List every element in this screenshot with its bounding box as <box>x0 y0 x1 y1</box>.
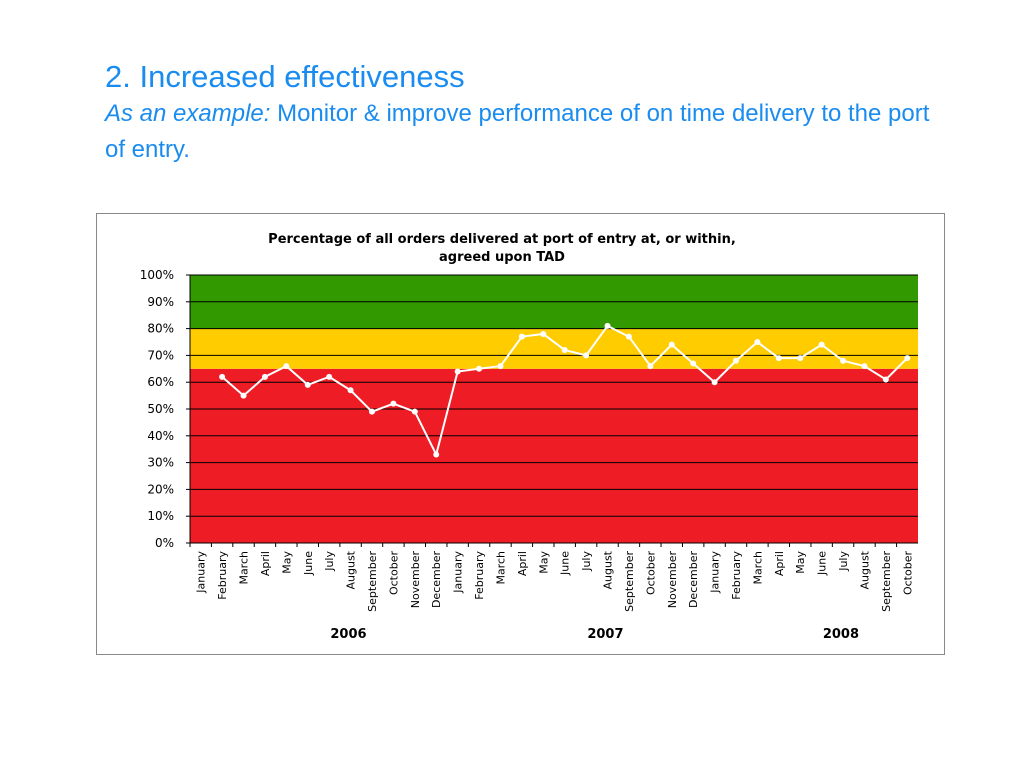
x-tick-label: May <box>794 551 807 574</box>
point <box>454 368 461 375</box>
x-tick-label: October <box>901 551 914 595</box>
y-tick-label: 50% <box>147 402 174 416</box>
point <box>861 363 868 370</box>
point <box>733 357 739 364</box>
x-tick-label: March <box>751 551 764 585</box>
chart-title: agreed upon TAD <box>439 250 565 265</box>
point <box>476 365 483 372</box>
y-tick-label: 30% <box>147 456 174 470</box>
x-tick-label: December <box>430 551 443 609</box>
y-tick-label: 90% <box>147 295 174 309</box>
chart-title: Percentage of all orders delivered at po… <box>268 232 736 247</box>
x-tick-label: December <box>687 551 700 609</box>
x-tick-label: April <box>259 551 272 576</box>
point <box>304 381 311 388</box>
x-tick-label: June <box>302 551 315 576</box>
point <box>283 363 290 370</box>
x-tick-label: May <box>280 551 293 574</box>
year-label: 2007 <box>587 627 623 642</box>
subtitle: Monitor & improve performance of on time… <box>105 100 930 163</box>
x-tick-label: February <box>730 551 743 600</box>
zone <box>190 328 918 369</box>
point <box>497 363 504 370</box>
zone <box>190 368 918 543</box>
point <box>561 347 568 354</box>
x-tick-label: July <box>580 551 593 572</box>
point <box>775 355 782 362</box>
x-tick-label: August <box>858 550 871 589</box>
x-tick-label: April <box>516 551 529 576</box>
x-tick-label: April <box>773 551 786 576</box>
x-tick-label: March <box>238 551 251 585</box>
heading-block: 2. Increased effectiveness As an example… <box>105 58 935 168</box>
point <box>647 363 654 370</box>
point <box>219 373 226 380</box>
year-label: 2008 <box>823 627 859 642</box>
y-tick-label: 100% <box>140 268 174 282</box>
x-tick-label: February <box>473 551 486 600</box>
point <box>840 357 847 364</box>
x-tick-label: July <box>323 551 336 572</box>
point <box>518 333 525 340</box>
x-tick-label: August <box>345 550 358 589</box>
subtitle-block: As an example: Monitor & improve perform… <box>105 96 935 168</box>
point <box>433 451 440 458</box>
point <box>369 408 375 415</box>
heading: 2. Increased effectiveness <box>105 59 465 94</box>
point <box>711 379 718 386</box>
x-tick-label: January <box>452 551 465 594</box>
point <box>818 341 825 348</box>
y-tick-label: 60% <box>147 375 174 389</box>
point <box>690 360 697 367</box>
point <box>625 333 632 340</box>
x-tick-label: November <box>666 551 679 609</box>
x-tick-label: July <box>837 551 850 572</box>
y-tick-label: 10% <box>147 509 174 523</box>
subtitle-lead: As an example: <box>105 100 271 127</box>
x-tick-label: February <box>216 551 229 600</box>
y-tick-label: 20% <box>147 482 174 496</box>
point <box>583 352 590 359</box>
x-tick-label: March <box>494 551 507 585</box>
x-tick-label: September <box>623 551 636 612</box>
x-tick-label: June <box>816 551 829 576</box>
point <box>540 330 547 337</box>
point <box>668 341 675 348</box>
x-tick-label: August <box>602 550 615 589</box>
point <box>882 376 889 383</box>
point <box>797 355 804 362</box>
point <box>904 355 911 362</box>
x-tick-label: October <box>644 551 657 595</box>
y-tick-label: 0% <box>155 536 174 550</box>
point <box>261 373 268 380</box>
point <box>240 392 247 399</box>
x-tick-label: September <box>366 551 379 612</box>
y-tick-label: 70% <box>147 348 174 362</box>
x-tick-label: September <box>880 551 893 612</box>
x-tick-label: November <box>409 551 422 609</box>
point <box>411 408 418 415</box>
x-tick-label: May <box>537 551 550 574</box>
year-label: 2006 <box>330 627 366 642</box>
y-tick-label: 40% <box>147 429 174 443</box>
y-tick-label: 80% <box>147 322 174 336</box>
point <box>326 373 333 380</box>
x-tick-label: January <box>709 551 722 594</box>
point <box>347 387 354 394</box>
x-tick-label: October <box>387 551 400 595</box>
x-tick-label: June <box>559 551 572 576</box>
point <box>754 339 761 345</box>
point <box>604 322 611 329</box>
x-tick-label: January <box>195 551 208 594</box>
point <box>390 400 397 407</box>
